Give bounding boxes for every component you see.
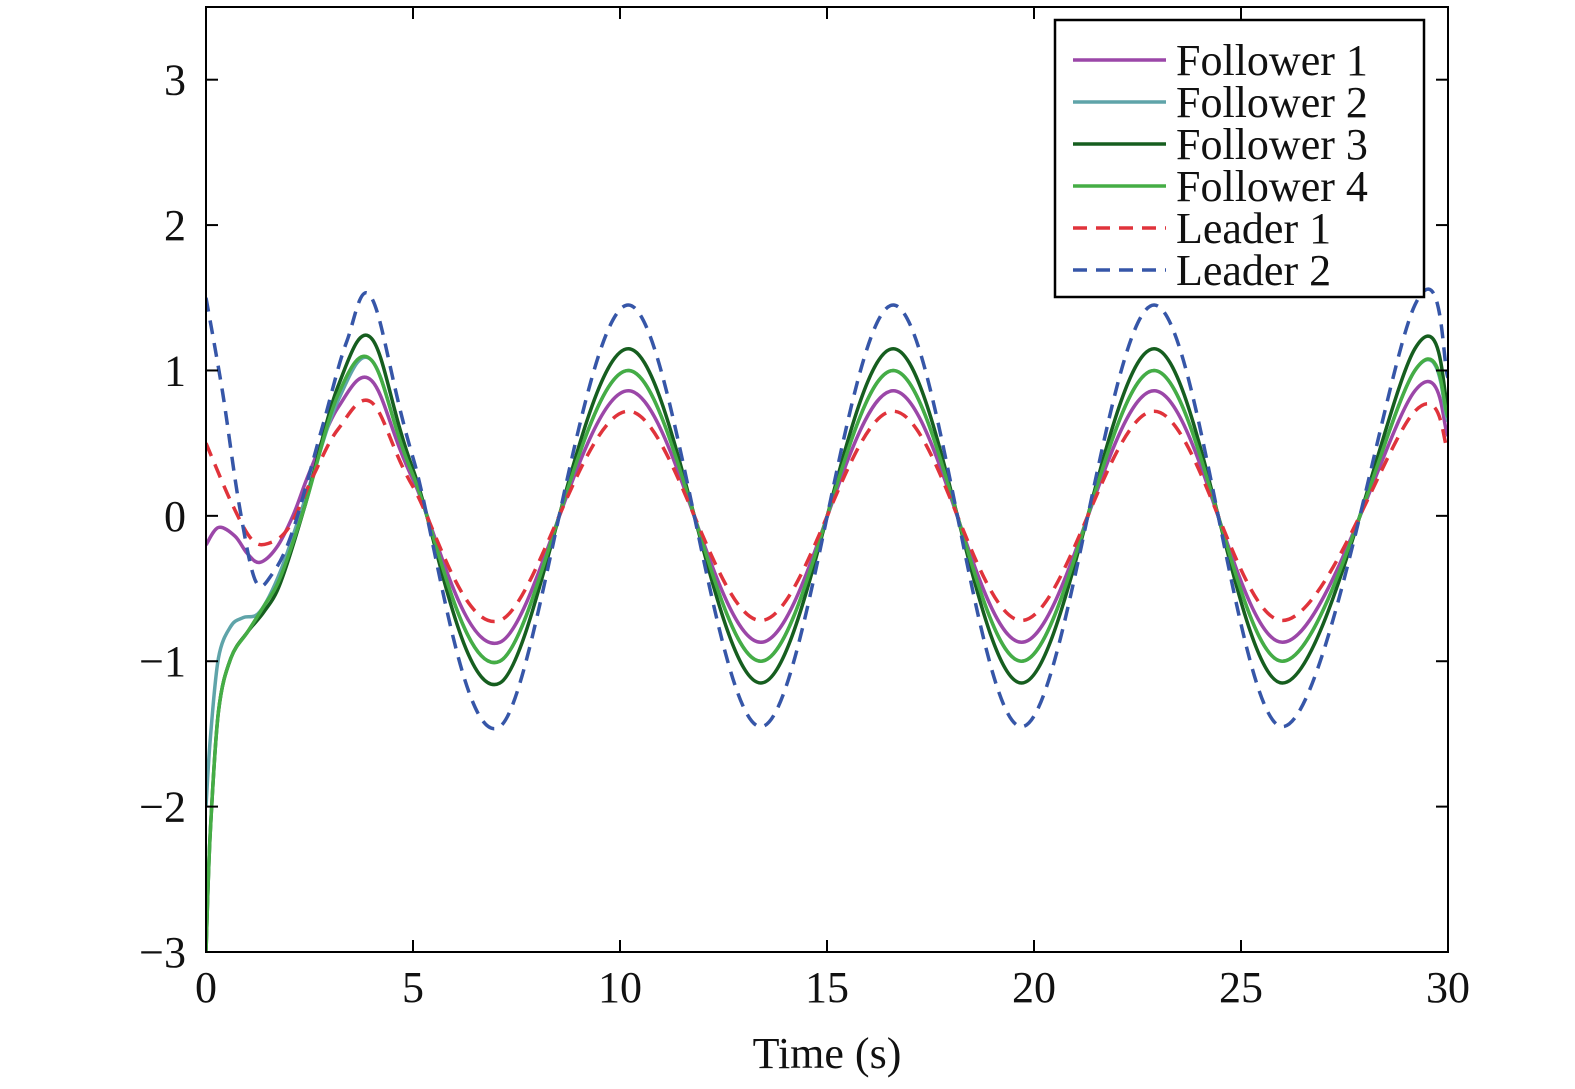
y-tick-label: −2	[139, 783, 186, 832]
x-axis-label: Time (s)	[753, 1029, 902, 1078]
legend-label-leader-2: Leader 2	[1176, 246, 1331, 295]
series-line-follower-1	[206, 375, 1448, 646]
x-tick-label: 15	[805, 963, 849, 1012]
series-line-leader-2	[206, 287, 1448, 731]
legend-label-leader-1: Leader 1	[1176, 204, 1331, 253]
y-tick-label: 2	[164, 201, 186, 250]
x-tick-label: 20	[1012, 963, 1056, 1012]
x-tick-label: 0	[195, 963, 217, 1012]
legend-label-follower-2: Follower 2	[1176, 78, 1368, 127]
y-tick-label: 0	[164, 492, 186, 541]
series-layer	[206, 287, 1448, 952]
legend-label-follower-3: Follower 3	[1176, 120, 1368, 169]
x-tick-label: 10	[598, 963, 642, 1012]
y-tick-label: 3	[164, 56, 186, 105]
y-tick-label: −1	[139, 637, 186, 686]
legend-label-follower-4: Follower 4	[1176, 162, 1368, 211]
x-tick-label: 5	[402, 963, 424, 1012]
series-line-follower-4	[206, 354, 1448, 952]
y-tick-label: 1	[164, 346, 186, 395]
y-tick-label: −3	[139, 928, 186, 977]
series-line-leader-1	[206, 398, 1448, 624]
ticks-layer: 0 5 10 15 20 25 30 −3 −2 −1 0 1 2 3	[139, 7, 1470, 1012]
legend-label-follower-1: Follower 1	[1176, 36, 1368, 85]
x-tick-label: 25	[1219, 963, 1263, 1012]
x-tick-label: 30	[1426, 963, 1470, 1012]
legend-box	[1053, 18, 1426, 299]
